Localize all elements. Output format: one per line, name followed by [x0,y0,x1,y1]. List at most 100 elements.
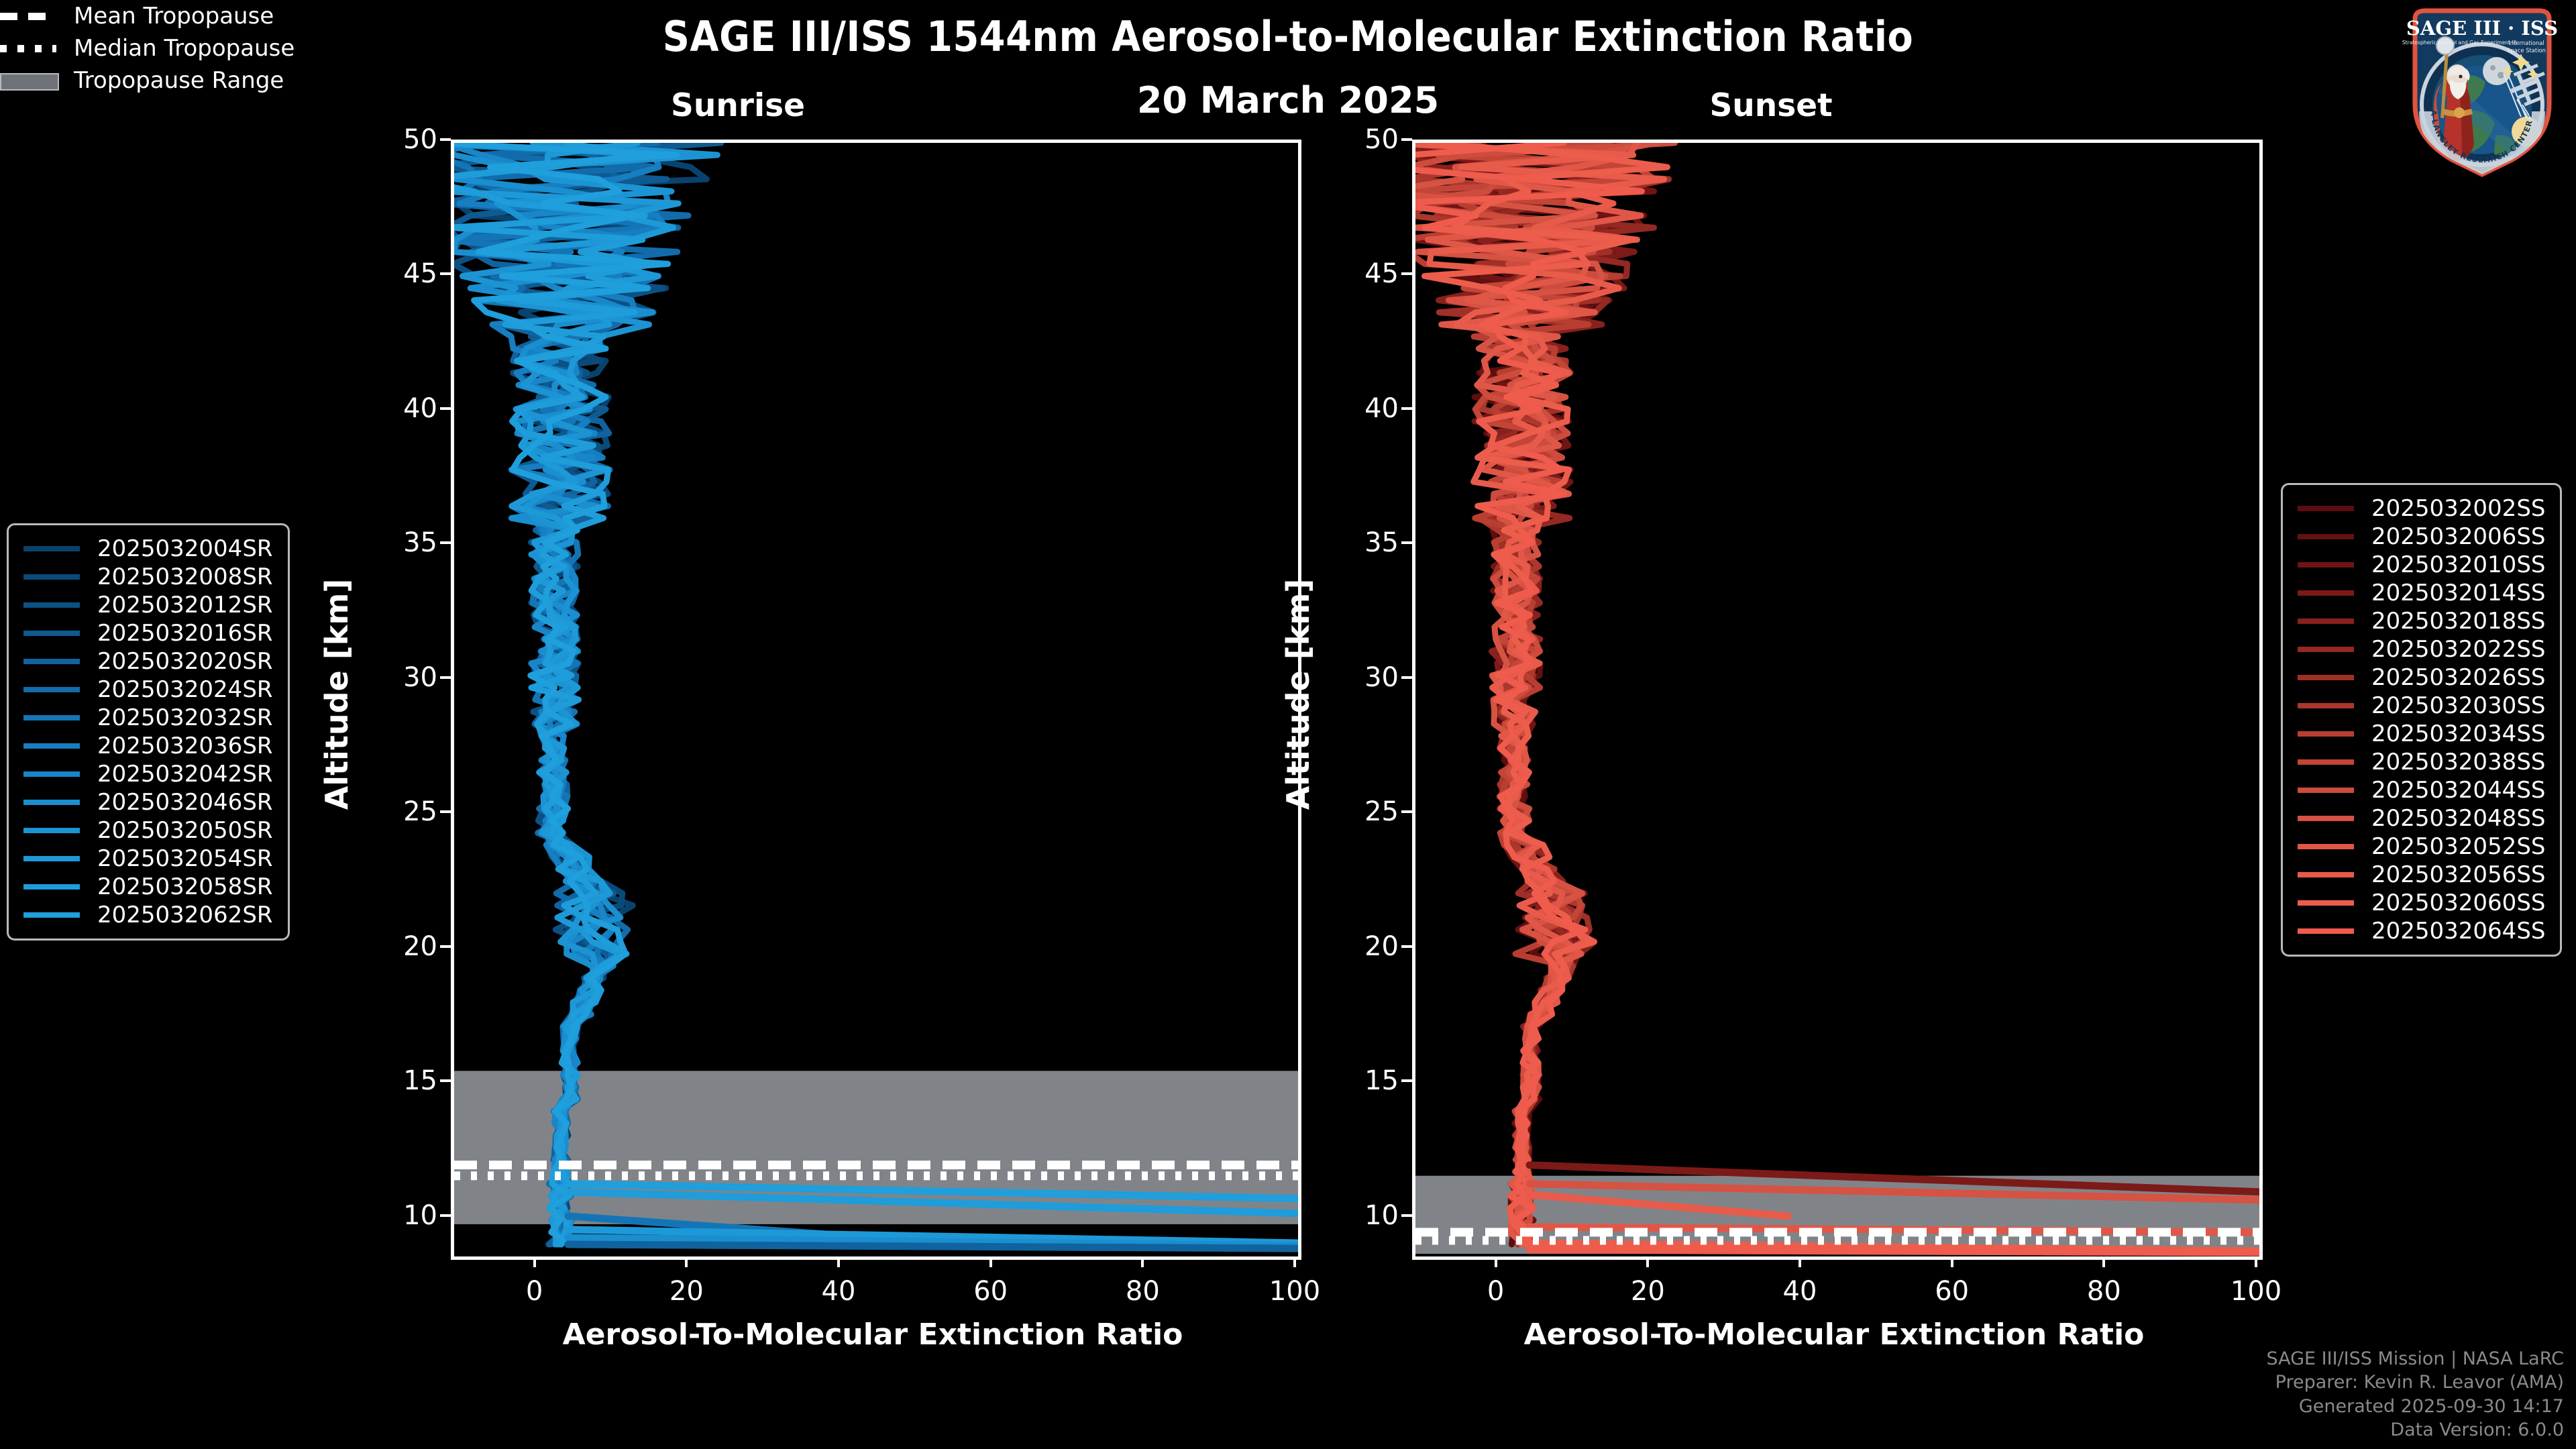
legend-item[interactable]: 2025032034SS [2298,720,2545,748]
legend-item[interactable]: 2025032006SS [2298,523,2545,551]
legend-item[interactable]: 2025032010SS [2298,551,2545,579]
legend-item-median-tropopause: Median Tropopause [0,32,2576,64]
y-axis-tick-mark [440,810,451,814]
legend-sunrise[interactable]: 2025032004SR 2025032008SR 2025032012SR 2025… [7,523,290,941]
legend-color-swatch [2298,562,2354,568]
credits-block: SAGE III/ISS Mission | NASA LaRC Preparer… [2266,1347,2564,1443]
y-axis-tick-label: 20 [403,930,437,962]
x-axis-tick-mark [1950,1256,1953,1267]
legend-color-swatch [23,856,80,861]
y-axis-label: Altitude [km] [1280,578,1316,810]
legend-label-median: Median Tropopause [74,35,295,62]
legend-label: 2025032032SR [97,704,273,731]
legend-label: 2025032030SS [2371,692,2546,719]
legend-label: 2025032052SS [2371,833,2546,860]
y-axis-tick-mark [440,1214,451,1217]
legend-item-mean-tropopause: Mean Tropopause [0,0,2576,32]
legend-item[interactable]: 2025032042SR [23,760,273,788]
legend-item[interactable]: 2025032002SS [2298,494,2545,523]
legend-item[interactable]: 2025032026SS [2298,663,2545,692]
legend-item[interactable]: 2025032054SR [23,845,273,873]
y-axis-tick-label: 20 [1364,930,1399,962]
x-axis-tick-mark [2255,1256,2257,1267]
legend-color-swatch [23,800,80,805]
legend-item[interactable]: 2025032064SS [2298,917,2545,945]
legend-item[interactable]: 2025032016SR [23,619,273,647]
legend-item[interactable]: 2025032018SS [2298,607,2545,635]
legend-item[interactable]: 2025032008SR [23,563,273,591]
logo-subtitle-right-1: International [2508,40,2544,46]
legend-label: 2025032046SR [97,789,273,816]
legend-sunset[interactable]: 2025032002SS 2025032006SS 2025032010SS 2025… [2281,483,2563,957]
credit-line: SAGE III/ISS Mission | NASA LaRC [2266,1348,2564,1369]
page-title: SAGE III/ISS 1544nm Aerosol-to-Molecular… [662,12,1914,61]
profile-outlier-line [564,1188,1298,1218]
legend-item[interactable]: 2025032048SS [2298,804,2545,833]
legend-color-swatch [23,884,80,890]
legend-label: 2025032006SS [2371,523,2546,550]
x-axis-tick-label: 60 [973,1276,1008,1307]
legend-item[interactable]: 2025032024SR [23,676,273,704]
legend-item[interactable]: 2025032036SR [23,732,273,760]
legend-item[interactable]: 2025032044SS [2298,776,2545,804]
legend-color-swatch [2298,619,2354,624]
legend-color-swatch [23,574,80,580]
legend-item[interactable]: 2025032014SS [2298,579,2545,607]
y-axis-tick-mark [1401,676,1412,679]
y-axis-tick-mark [440,272,451,276]
legend-item[interactable]: 2025032012SR [23,591,273,619]
legend-color-swatch [23,771,80,777]
x-axis-tick-label: 0 [525,1276,543,1307]
x-axis-tick-label: 60 [1935,1276,1970,1307]
legend-item[interactable]: 2025032062SR [23,901,273,929]
y-axis-tick-label: 50 [1364,124,1399,155]
legend-label: 2025032020SR [97,648,273,675]
legend-item[interactable]: 2025032060SS [2298,889,2545,917]
legend-item[interactable]: 2025032020SR [23,647,273,676]
y-axis-tick-label: 40 [403,392,437,424]
profile-outlier-line [564,1240,1298,1252]
legend-item[interactable]: 2025032004SR [23,535,273,563]
profile-outlier-line [1525,1223,2259,1236]
legend-item[interactable]: 2025032058SR [23,873,273,901]
y-axis-tick-label: 15 [403,1065,437,1097]
legend-color-swatch [23,687,80,692]
legend-item[interactable]: 2025032030SS [2298,692,2545,720]
credit-line: Data Version: 6.0.0 [2390,1419,2564,1441]
credit-line: Preparer: Kevin R. Leavor (AMA) [2275,1372,2564,1393]
y-axis-tick-mark [1401,945,1412,948]
legend-item[interactable]: 2025032022SS [2298,635,2545,663]
legend-color-swatch [2298,872,2354,877]
x-axis-tick-label: 0 [1487,1276,1505,1307]
y-axis-tick-mark [440,945,451,948]
x-axis-tick-mark [2102,1256,2106,1267]
legend-item[interactable]: 2025032056SS [2298,861,2545,889]
panel-heading-sunrise: Sunrise [671,87,805,124]
y-axis-tick-mark [440,407,451,410]
profile-outlier-line [1525,1191,1792,1220]
legend-label: 2025032062SR [97,902,273,928]
legend-label: 2025032036SR [97,733,273,759]
legend-item[interactable]: 2025032052SS [2298,833,2545,861]
x-axis-tick-mark [1494,1256,1497,1267]
y-axis-label: Altitude [km] [319,578,355,810]
y-axis-tick-mark [1401,1214,1412,1217]
y-axis-tick-mark [1401,810,1412,814]
legend-item[interactable]: 2025032032SR [23,704,273,732]
x-axis-tick-label: 40 [821,1276,856,1307]
plot-sunset [1412,140,2263,1260]
legend-item[interactable]: 2025032038SS [2298,748,2545,776]
legend-tropopause: Mean Tropopause Median Tropopause Tropop… [0,0,2576,97]
legend-color-swatch [23,715,80,720]
y-axis-tick-mark [440,676,451,679]
legend-color-swatch [2298,731,2354,737]
legend-color-swatch [2298,900,2354,906]
x-axis-tick-mark [533,1256,536,1267]
legend-color-swatch [23,631,80,636]
legend-item[interactable]: 2025032050SR [23,816,273,845]
y-axis-tick-label: 25 [403,796,437,828]
legend-label: 2025032060SS [2371,890,2546,916]
legend-item[interactable]: 2025032046SR [23,788,273,816]
y-axis-tick-label: 35 [1364,527,1399,559]
y-axis-tick-label: 30 [1364,661,1399,693]
